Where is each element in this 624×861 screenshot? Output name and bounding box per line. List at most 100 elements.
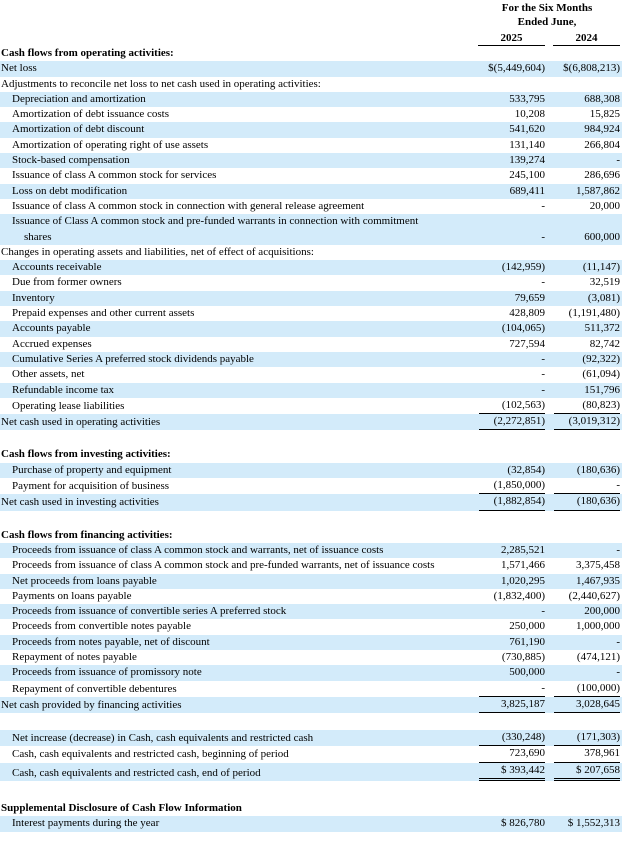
amount-cell: - [547,634,622,650]
amount-cell: - [547,665,622,681]
amount: 1,587,862 [576,184,620,197]
amount: 1,000,000 [576,620,620,633]
row-label: Cumulative Series A preferred stock divi… [0,351,472,368]
spacer [0,713,622,730]
row-label: Proceeds from issuance of promissory not… [0,665,472,681]
statement-row: Prepaid expenses and other current asset… [0,306,622,321]
statement-row: Changes in operating assets and liabilit… [0,245,622,260]
amount: 250,000 [509,620,545,633]
amount: 266,804 [584,138,620,151]
statement-row: Net cash provided by financing activitie… [0,696,622,714]
amount-cell: 378,961 [547,746,622,763]
amount: 131,140 [509,138,545,151]
amount-cell: (92,322) [547,351,622,368]
amount: 3,825,187 [479,697,545,714]
statement-row: Proceeds from issuance of convertible se… [0,604,622,620]
amount: - [554,478,620,495]
amount: (180,636) [576,463,620,476]
amount: (1,832,400) [493,589,545,602]
amount-cell: (1,191,480) [547,306,622,321]
amount: 20,000 [589,199,620,212]
statement-row: Stock-based compensation 139,274 - [0,153,622,169]
amount: 245,100 [509,169,545,182]
statement-row: Cash flows from investing activities: [0,447,622,462]
amount: (1,191,480) [568,307,620,320]
statement-row: Amortization of debt issuance costs 10,20… [0,107,622,122]
statement-row: Amortization of debt discount 541,620 984,… [0,122,622,138]
row-label: Amortization of debt issuance costs [12,108,170,121]
amount-cell: (80,823) [547,398,622,415]
statement-row: Payments on loans payable (1,832,400) (2,4… [0,589,622,604]
statement-row: Loss on debt modification 689,411 1,587,86… [0,183,622,199]
statement-row: Cash flows from financing activities: [0,528,622,543]
statement-row: Amortization of operating right of use a… [0,138,622,153]
amount: 533,795 [509,92,545,105]
spacer-row [0,713,622,730]
amount: - [541,230,545,243]
statement-row: Cash, cash equivalents and restricted ca… [0,762,622,782]
statement-row: Issuance of class A common stock for ser… [0,168,622,183]
amount-cell: 2,285,521 [472,542,547,559]
amount: - [541,383,545,396]
amount-cell: 1,571,466 [472,558,547,573]
statement-row: Issuance of Class A common stock and pre… [0,214,622,245]
amount: - [541,276,545,289]
row-label: Net proceeds from loans payable [0,573,472,589]
amount: 688,308 [584,92,620,105]
amount: (61,094) [582,368,620,381]
amount-cell: 131,140 [472,138,547,153]
row-label: Net cash used in operating activities [0,414,472,431]
amount: (171,303) [554,730,620,747]
period-heading: For the Six Months Ended June, [472,1,622,29]
amount-cell [547,77,622,92]
section-heading: Cash flows from operating activities: [1,47,174,59]
amount-cell [547,528,622,543]
amount: - [479,681,545,697]
amount-cell: (3,019,312) [547,414,622,431]
statement-row: Accounts payable (104,065) 511,372 [0,321,622,337]
row-label: Issuance of class A common stock in conn… [12,199,365,212]
amount: 378,961 [554,746,620,763]
row-label: Payment for acquisition of business [12,480,170,493]
spacer-row [0,430,622,447]
header-row: For the Six Months Ended June, [0,1,622,29]
amount-cell: (61,094) [547,367,622,382]
row-label: Refundable income tax [0,382,472,398]
amount-cell: 79,659 [472,290,547,307]
amount: (474,121) [576,650,620,663]
amount-cell: 151,796 [547,382,622,398]
statement-row: Issuance of class A common stock in conn… [0,199,622,214]
row-label: Cash, cash equivalents and restricted ca… [0,762,472,782]
amount: (142,959) [501,261,545,274]
amount-cell: $ 826,780 [472,816,547,832]
amount-cell: 139,274 [472,153,547,169]
amount-cell: 10,208 [472,107,547,122]
statement-row: Interest payments during the year $ 826,7… [0,816,622,832]
year-text: 2025 [478,31,545,46]
amount: 15,825 [589,108,620,121]
statement-row: Supplemental Disclosure of Cash Flow Inf… [0,801,622,816]
statement-row: Payment for acquisition of business (1,85… [0,478,622,495]
row-label: Issuance of class A common stock for ser… [12,169,217,182]
amount: 428,809 [509,307,545,320]
statement-row: Cash flows from operating activities: [0,46,622,61]
amount-cell: (330,248) [472,730,547,747]
amount-cell: 761,190 [472,634,547,650]
year-text: 2024 [553,31,620,46]
amount: 3,028,645 [554,697,620,714]
amount: 10,208 [514,108,545,121]
spacer [0,430,622,447]
amount-cell: 511,372 [547,321,622,337]
statement-row: Net cash used in operating activities (2,… [0,414,622,431]
amount: (180,636) [554,494,620,511]
amount-cell: (180,636) [547,494,622,511]
amount-cell: - [472,367,547,382]
row-label: Loss on debt modification [0,183,472,199]
amount: (104,065) [501,322,545,335]
amount: (1,850,000) [479,478,545,495]
amount-cell [472,801,547,816]
row-label: Net increase (decrease) in Cash, cash eq… [0,730,472,747]
row-label: Operating lease liabilities [12,399,125,412]
amount-cell: 286,696 [547,168,622,183]
